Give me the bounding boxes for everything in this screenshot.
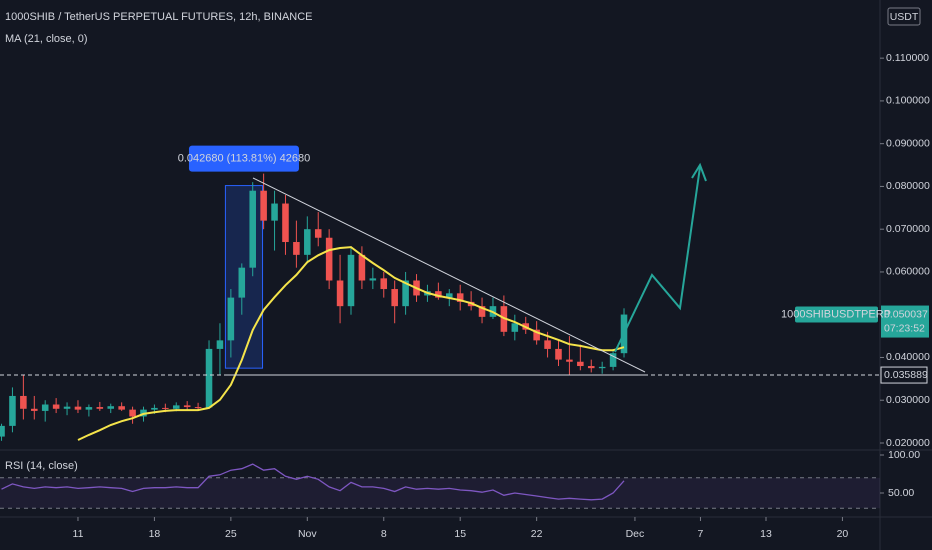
candle-body [9, 395, 16, 426]
indicator-legend: RSI (14, close) [5, 460, 78, 472]
candle-body [96, 407, 104, 409]
candle-body [183, 405, 191, 408]
x-tick-label: Dec [626, 528, 645, 540]
candle-body [478, 306, 486, 317]
candle-body [511, 323, 519, 332]
candle-body [216, 340, 224, 349]
x-tick-label: 25 [225, 528, 237, 540]
candle-body [544, 340, 551, 349]
ma-line [77, 246, 625, 441]
arrow-head [691, 162, 707, 182]
rsi-line [1, 463, 625, 501]
candle-body [587, 366, 595, 369]
trendline [252, 177, 646, 373]
candle-body [74, 406, 82, 410]
symbol-box [795, 306, 878, 323]
candle-body [391, 289, 398, 307]
candle-body [31, 408, 38, 411]
candle-body [238, 267, 246, 298]
y-tick-label: 0.040000 [886, 351, 930, 363]
x-tick-label: Nov [298, 528, 317, 540]
candle-body [566, 359, 573, 362]
candle-body [85, 407, 93, 410]
candle-body [347, 254, 355, 307]
measure-label-box [188, 145, 299, 172]
countdown: 07:23:52 [884, 322, 925, 334]
x-tick-label: 13 [760, 528, 772, 540]
candle-body [172, 405, 180, 409]
x-tick-label: 18 [149, 528, 161, 540]
candle-body [369, 278, 377, 281]
y-tick-label: 100.00 [888, 449, 920, 461]
candle-body [107, 406, 115, 409]
y-tick-label: 0.070000 [886, 223, 930, 235]
candle-body [598, 366, 606, 369]
y-tick-label: 50.00 [888, 487, 914, 499]
candle-body [533, 329, 540, 341]
candle-body [325, 237, 333, 281]
candle-body [52, 404, 60, 409]
candle-body [260, 190, 267, 221]
last-price: 0.050037 [884, 308, 928, 320]
candle-body [304, 229, 311, 255]
x-tick-label: 20 [837, 528, 849, 540]
unit-box[interactable] [887, 7, 921, 26]
candle-body [0, 425, 5, 437]
y-tick-label: 0.030000 [886, 394, 930, 406]
rsi-pane: 100.00 50.00 [0, 449, 920, 509]
candle-body [402, 280, 409, 307]
candle-body [609, 353, 617, 367]
x-tick-label: 8 [381, 528, 387, 540]
y-tick-label: 0.080000 [886, 180, 930, 192]
candle-body [129, 409, 136, 417]
unit[interactable]: USDT [890, 11, 919, 23]
candle-body [63, 406, 71, 409]
last-price-box [881, 305, 929, 338]
reference-label-box [880, 366, 928, 384]
candle-body [577, 361, 584, 367]
x-tick-label: 7 [698, 528, 704, 540]
candle-body [336, 280, 344, 307]
candle-body [282, 203, 289, 243]
symbol-label: 1000SHIBUSDTPERP [781, 308, 891, 320]
candle-body [20, 395, 27, 409]
candle-body [555, 348, 562, 360]
y-tick-label: 0.090000 [886, 137, 930, 149]
candle-body [271, 203, 278, 221]
candle-body [194, 407, 202, 409]
candle-body [435, 291, 442, 298]
price-pane: 0.042680 (113.81%) 42680 0.020000 0.030000… [0, 52, 930, 540]
candle-body [205, 348, 213, 408]
candle-body [446, 293, 453, 298]
x-tick-label: 22 [531, 528, 543, 540]
reference-label: 0.035889 [884, 369, 928, 381]
candle-body [227, 297, 235, 341]
candle-body [314, 229, 322, 238]
measure-label: 0.042680 (113.81%) 42680 [178, 152, 311, 164]
level-band [0, 477, 880, 509]
candle-body [118, 406, 125, 410]
candle-body [162, 407, 169, 409]
candle-body [456, 293, 464, 302]
projection-arrow [614, 166, 701, 353]
y-tick-label: 0.110000 [886, 52, 929, 64]
candle-body [249, 190, 256, 268]
candle-body [293, 242, 300, 255]
candle-body [380, 278, 388, 290]
y-tick-label: 0.100000 [886, 95, 930, 107]
chart-title: 1000SHIB / TetherUS PERPETUAL FUTURES, 1… [5, 11, 313, 23]
candle-body [358, 254, 366, 281]
indicator-legend: MA (21, close, 0) [5, 33, 88, 45]
y-tick-label: 0.060000 [886, 266, 930, 278]
x-tick-label: 15 [454, 528, 466, 540]
candle-body [151, 407, 158, 410]
y-tick-label: 0.020000 [886, 437, 930, 449]
candle-body [41, 404, 49, 411]
x-tick-label: 11 [73, 528, 84, 540]
